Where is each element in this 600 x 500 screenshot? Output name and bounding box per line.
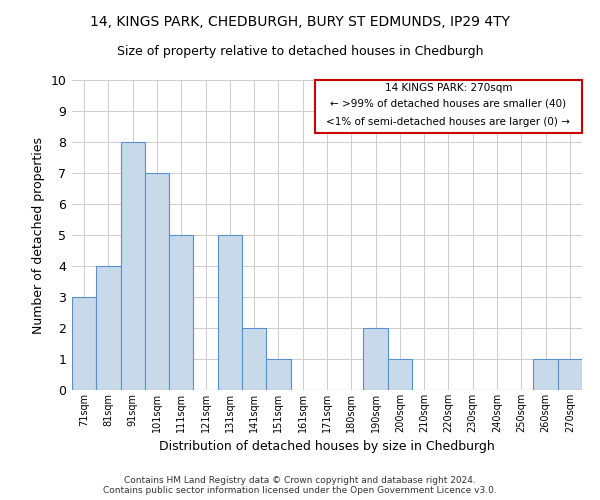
- Text: Size of property relative to detached houses in Chedburgh: Size of property relative to detached ho…: [117, 45, 483, 58]
- X-axis label: Distribution of detached houses by size in Chedburgh: Distribution of detached houses by size …: [159, 440, 495, 454]
- Bar: [72, 297, 96, 390]
- Bar: [218, 235, 242, 390]
- Text: 14 KINGS PARK: 270sqm: 14 KINGS PARK: 270sqm: [385, 82, 512, 93]
- Bar: [533, 359, 558, 390]
- Text: ← >99% of detached houses are smaller (40): ← >99% of detached houses are smaller (4…: [331, 98, 566, 108]
- Text: Contains HM Land Registry data © Crown copyright and database right 2024.
Contai: Contains HM Land Registry data © Crown c…: [103, 476, 497, 495]
- Text: 14, KINGS PARK, CHEDBURGH, BURY ST EDMUNDS, IP29 4TY: 14, KINGS PARK, CHEDBURGH, BURY ST EDMUN…: [90, 15, 510, 29]
- Bar: [242, 328, 266, 390]
- Bar: [266, 359, 290, 390]
- Bar: [364, 328, 388, 390]
- Bar: [558, 359, 582, 390]
- Bar: [388, 359, 412, 390]
- Bar: [169, 235, 193, 390]
- Bar: [96, 266, 121, 390]
- Bar: [145, 173, 169, 390]
- Bar: [315, 80, 582, 132]
- Text: <1% of semi-detached houses are larger (0) →: <1% of semi-detached houses are larger (…: [326, 117, 571, 127]
- Bar: [121, 142, 145, 390]
- Y-axis label: Number of detached properties: Number of detached properties: [32, 136, 45, 334]
